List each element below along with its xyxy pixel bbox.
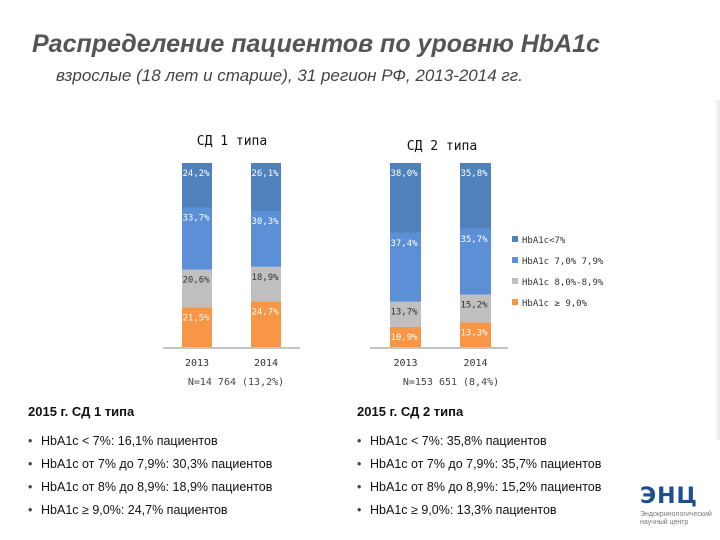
x-tick-label: 2013 xyxy=(393,358,417,369)
data-label: 24,7% xyxy=(251,308,279,318)
logo-caption: Эндокринологический научный центр xyxy=(640,511,712,526)
legend-entry: HbA1c 7,0% 7,9% xyxy=(522,257,604,267)
list-item: HbA1c < 7%: 35,8% пациентов xyxy=(357,430,687,453)
data-label: 18,9% xyxy=(251,273,279,283)
bar-segment xyxy=(182,207,212,270)
legend-entry: HbA1c<7% xyxy=(522,236,566,246)
legend-swatch xyxy=(512,236,518,242)
bar-segment xyxy=(460,163,491,229)
bar-segment xyxy=(390,301,421,327)
legend-entry: HbA1c ≥ 9,0% xyxy=(522,299,588,309)
bar-segment xyxy=(251,301,281,347)
data-label: 30,3% xyxy=(251,217,279,227)
data-label: 26,1% xyxy=(251,169,279,179)
bar-segment xyxy=(251,211,281,267)
bar-segment xyxy=(182,269,212,308)
bar-segment xyxy=(390,326,421,347)
bar-segment xyxy=(390,163,421,233)
x-tick-label: 2013 xyxy=(185,358,209,369)
x-tick-label: 2014 xyxy=(254,358,278,369)
legend-swatch xyxy=(512,299,518,305)
list-item: HbA1c ≥ 9,0%: 24,7% пациентов xyxy=(28,499,358,522)
summary-type1-heading: 2015 г. СД 1 типа xyxy=(28,404,135,419)
list-item: HbA1c от 8% до 8,9%: 15,2% пациентов xyxy=(357,476,687,499)
bar-segment xyxy=(460,322,491,347)
data-label: 10,9% xyxy=(390,333,418,343)
data-label: 35,7% xyxy=(460,235,488,245)
logo-mark: ЭНЦ xyxy=(640,484,698,509)
summary-type2-heading: 2015 г. СД 2 типа xyxy=(357,404,464,419)
data-label: 15,2% xyxy=(460,301,488,311)
data-label: 13,7% xyxy=(390,308,418,318)
legend-swatch xyxy=(512,278,518,284)
data-label: 20,6% xyxy=(182,276,210,286)
data-label: 38,0% xyxy=(390,169,418,179)
bar-segment xyxy=(460,228,491,295)
page-title: Распределение пациентов по уровню HbA1c xyxy=(32,30,600,58)
legend-swatch xyxy=(512,257,518,263)
data-label: 37,4% xyxy=(390,239,418,249)
sample-size-note: N=14 764 (13,2%) xyxy=(188,377,284,388)
stacked-bar-charts: СД 1 типа 21,5% 20,6% 33,7% 24,2% 2013 24,7% 18… xyxy=(163,134,604,388)
data-label: 13,3% xyxy=(460,329,488,339)
bar-segment xyxy=(460,294,491,323)
enc-logo: ЭНЦ Эндокринологический научный центр xyxy=(640,484,716,534)
x-tick-label: 2014 xyxy=(463,358,487,369)
summary-type1: 2015 г. СД 1 типа HbA1c < 7%: 16,1% паци… xyxy=(28,404,358,522)
chart-title: СД 1 типа xyxy=(197,134,267,149)
data-label: 35,8% xyxy=(460,169,488,179)
bar-segment xyxy=(390,232,421,302)
bar-segment xyxy=(251,266,281,302)
list-item: HbA1c ≥ 9,0%: 13,3% пациентов xyxy=(357,499,687,522)
legend-entry: HbA1c 8,0%-8,9% xyxy=(522,278,604,288)
data-label: 24,2% xyxy=(182,169,210,179)
list-item: HbA1c < 7%: 16,1% пациентов xyxy=(28,430,358,453)
list-item: HbA1c от 7% до 7,9%: 30,3% пациентов xyxy=(28,453,358,476)
chart-title: СД 2 типа xyxy=(407,139,477,154)
slide-edge-shadow xyxy=(714,100,720,440)
page-subtitle: взрослые (18 лет и старше), 31 регион РФ… xyxy=(56,66,523,85)
summary-type2: 2015 г. СД 2 типа HbA1c < 7%: 35,8% паци… xyxy=(357,404,687,522)
bar-segment xyxy=(182,163,212,208)
data-label: 21,5% xyxy=(182,313,210,323)
bar-segment xyxy=(182,307,212,347)
bar-segment xyxy=(251,163,281,212)
data-label: 33,7% xyxy=(182,214,210,224)
list-item: HbA1c от 7% до 7,9%: 35,7% пациентов xyxy=(357,453,687,476)
sample-size-note: N=153 651 (8,4%) xyxy=(403,377,499,388)
list-item: HbA1c от 8% до 8,9%: 18,9% пациентов xyxy=(28,476,358,499)
